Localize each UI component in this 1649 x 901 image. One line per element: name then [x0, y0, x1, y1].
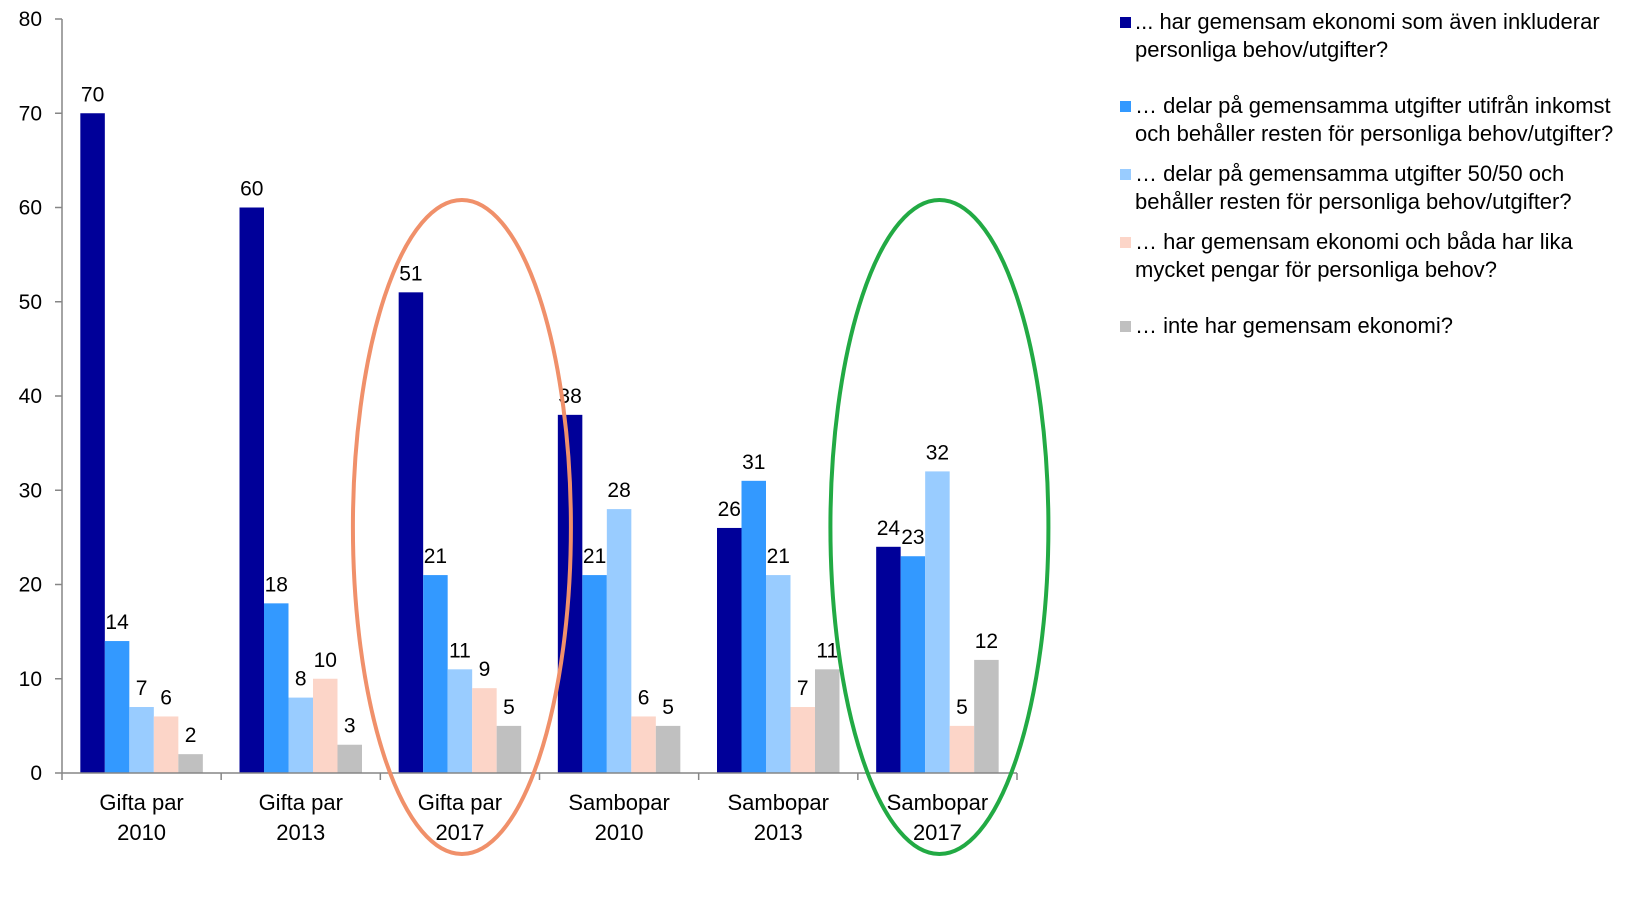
- highlight-ellipses-layer: [350, 198, 1051, 856]
- data-label-s2-c2: 18: [265, 573, 288, 596]
- bars-layer: [80, 113, 999, 774]
- data-label-s2-c1: 14: [105, 611, 129, 634]
- x-tick-label-3: Gifta par 2017: [418, 790, 502, 845]
- legend-label: … har gemensam ekonomi och båda har lika…: [1135, 229, 1573, 282]
- data-label-s4-c4: 6: [638, 686, 650, 709]
- bar-s5-c5: [815, 669, 840, 773]
- data-label-s3-c1: 7: [136, 677, 148, 700]
- bar-s3-c4: [606, 509, 632, 773]
- bar-s1-c5: [717, 527, 742, 773]
- x-tick-label-6: Sambopar 2017: [887, 790, 989, 845]
- bar-s1-c2: [239, 207, 264, 773]
- y-tick-label: 20: [19, 574, 42, 597]
- data-label-s4-c6: 5: [956, 696, 968, 719]
- highlight-ellipse-2: [828, 198, 1051, 856]
- legend-item-5: … inte har gemensam ekonomi?: [1120, 312, 1640, 340]
- data-label-s4-c1: 6: [160, 686, 172, 709]
- bar-s2-c3: [423, 575, 448, 773]
- bar-s4-c3: [472, 688, 497, 773]
- legend-label: … delar på gemensamma utgifter 50/50 och…: [1135, 161, 1572, 214]
- bar-s3-c1: [129, 707, 154, 773]
- data-label-s3-c5: 21: [767, 545, 790, 568]
- data-label-s1-c6: 24: [877, 517, 901, 540]
- data-label-s3-c3: 11: [449, 639, 471, 662]
- legend-item-2: … delar på gemensamma utgifter utifrån i…: [1120, 92, 1640, 148]
- y-tick-label: 10: [19, 668, 42, 691]
- bar-s2-c5: [741, 480, 766, 773]
- legend-item-3: … delar på gemensamma utgifter 50/50 och…: [1120, 160, 1640, 216]
- y-tick-label: 80: [19, 8, 42, 31]
- data-label-s3-c2: 8: [295, 668, 307, 691]
- data-label-s2-c5: 31: [742, 451, 765, 474]
- data-label-s5-c5: 11: [816, 639, 838, 662]
- data-label-s2-c6: 23: [901, 526, 924, 549]
- bar-s5-c4: [655, 725, 681, 774]
- bar-s1-c3: [398, 292, 424, 773]
- bar-s3-c3: [447, 669, 473, 773]
- data-label-s5-c3: 5: [503, 696, 515, 719]
- data-label-s1-c5: 26: [718, 498, 741, 521]
- legend-swatch: [1120, 169, 1131, 180]
- data-label-s5-c1: 2: [185, 724, 197, 747]
- data-label-s3-c4: 28: [607, 479, 630, 502]
- legend-label: … delar på gemensamma utgifter utifrån i…: [1135, 93, 1614, 146]
- data-label-s4-c3: 9: [479, 658, 491, 681]
- bar-s3-c5: [766, 575, 791, 773]
- y-tick-label: 50: [19, 291, 42, 314]
- y-tick-label: 70: [19, 102, 42, 125]
- data-label-s1-c2: 60: [240, 178, 263, 201]
- data-label-s5-c2: 3: [344, 715, 356, 738]
- bar-s4-c2: [313, 678, 338, 773]
- legend-swatch: [1120, 17, 1131, 28]
- legend-swatch: [1120, 321, 1131, 332]
- y-tick-label: 0: [30, 762, 42, 785]
- legend-label: … inte har gemensam ekonomi?: [1135, 313, 1453, 338]
- data-label-s2-c4: 21: [583, 545, 606, 568]
- legend: ... har gemensam ekonomi som även inklud…: [1120, 8, 1640, 340]
- bar-s4-c5: [790, 707, 815, 773]
- legend-item-1: ... har gemensam ekonomi som även inklud…: [1120, 8, 1640, 64]
- bar-s4-c6: [949, 725, 975, 774]
- data-label-s5-c6: 12: [975, 630, 998, 653]
- bar-s4-c4: [631, 716, 656, 773]
- bar-s2-c2: [264, 603, 289, 773]
- x-tick-label-4: Sambopar 2010: [568, 790, 670, 845]
- data-label-s1-c3: 51: [399, 262, 422, 285]
- data-label-s2-c3: 21: [424, 545, 447, 568]
- bar-s4-c1: [153, 716, 179, 773]
- bar-s5-c1: [178, 754, 203, 773]
- data-label-s3-c6: 32: [926, 441, 949, 464]
- bar-s1-c6: [876, 546, 901, 773]
- legend-label: ... har gemensam ekonomi som även inklud…: [1135, 9, 1600, 62]
- bar-s5-c6: [974, 659, 999, 773]
- bar-s3-c6: [925, 471, 950, 773]
- bar-s1-c1: [80, 113, 105, 773]
- bar-s2-c6: [900, 556, 926, 773]
- legend-swatch: [1120, 101, 1131, 112]
- legend-item-4: … har gemensam ekonomi och båda har lika…: [1120, 228, 1640, 284]
- data-label-s5-c4: 5: [662, 696, 674, 719]
- x-tick-label-1: Gifta par 2010: [99, 790, 183, 845]
- y-tick-label: 60: [19, 197, 42, 220]
- data-label-s1-c1: 70: [81, 83, 104, 106]
- bar-s2-c1: [104, 641, 130, 773]
- y-tick-label: 40: [19, 385, 42, 408]
- bar-s2-c4: [582, 575, 607, 773]
- data-label-s4-c5: 7: [797, 677, 809, 700]
- bar-s5-c2: [337, 744, 362, 773]
- data-label-s4-c2: 10: [314, 649, 337, 672]
- highlight-ellipse-1: [350, 198, 573, 856]
- bar-s5-c3: [496, 725, 522, 774]
- x-tick-label-2: Gifta par 2013: [259, 790, 343, 845]
- x-tick-label-5: Sambopar 2013: [727, 790, 829, 845]
- axes-layer: 0 10 20 30 40 50 60 70 80 Gifta par 2010 Gifta par 2…: [19, 8, 1018, 845]
- y-tick-label: 30: [19, 479, 42, 502]
- legend-swatch: [1120, 237, 1131, 248]
- bar-s3-c2: [288, 697, 313, 773]
